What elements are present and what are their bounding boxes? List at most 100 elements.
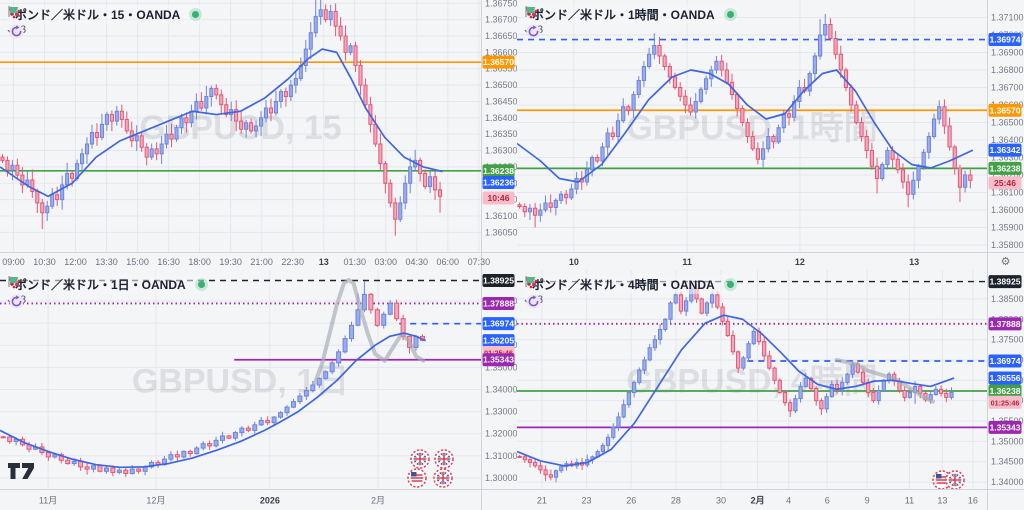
chart-canvas[interactable]: GBPUSD, 4時間1.385001.380001.375001.370001… bbox=[517, 270, 1024, 510]
svg-text:1.36450: 1.36450 bbox=[485, 96, 517, 106]
chart-panel-1d[interactable]: ポンド／米ドル・1日・OANDA 3 GBPUSD, 1日1.380001.37… bbox=[0, 270, 517, 510]
svg-text:1.38500: 1.38500 bbox=[991, 294, 1024, 304]
svg-text:1.36205: 1.36205 bbox=[483, 336, 514, 346]
svg-text:1.38925: 1.38925 bbox=[989, 277, 1020, 287]
moving-average-line[interactable] bbox=[517, 69, 974, 183]
economic-event-flag-icons[interactable] bbox=[407, 449, 454, 488]
svg-text:10:46: 10:46 bbox=[488, 193, 510, 203]
symbol-title[interactable]: ポンド／米ドル・15・OANDA bbox=[15, 8, 181, 22]
time-axis[interactable]: 10 11 12 13 bbox=[517, 252, 1024, 268]
grid-lines bbox=[0, 0, 481, 252]
chart-canvas[interactable]: GBPUSD, 1時間1.371001.370001.369001.368001… bbox=[517, 0, 1024, 270]
svg-text:07:30: 07:30 bbox=[468, 257, 491, 267]
svg-text:1.35343: 1.35343 bbox=[483, 355, 514, 365]
svg-text:23: 23 bbox=[582, 496, 592, 506]
svg-text:6: 6 bbox=[825, 496, 830, 506]
svg-text:06:00: 06:00 bbox=[437, 257, 460, 267]
svg-text:2月: 2月 bbox=[751, 496, 765, 506]
symbol-title[interactable]: ポンド／米ドル・1日・OANDA bbox=[15, 278, 186, 292]
market-status-icon[interactable] bbox=[197, 281, 205, 288]
candlestick-series bbox=[0, 281, 425, 477]
moving-average-line[interactable] bbox=[0, 332, 427, 469]
symbol-watermark: GBPUSD, 4時間 bbox=[626, 363, 877, 401]
svg-text:1.36400: 1.36400 bbox=[991, 135, 1024, 145]
svg-text:30: 30 bbox=[716, 496, 726, 506]
svg-text:1.36700: 1.36700 bbox=[991, 83, 1024, 93]
price-badges: 1.36974 1.36570 1.36342 1.36238 25:46 bbox=[988, 33, 1022, 190]
svg-text:16:30: 16:30 bbox=[157, 257, 180, 267]
time-axis[interactable]: 21 23 26 28 30 2月 4 6 9 11 13 16 bbox=[517, 489, 1024, 506]
svg-text:10: 10 bbox=[569, 257, 579, 267]
svg-text:1.36974: 1.36974 bbox=[989, 35, 1020, 45]
chart-settings-gear-icon[interactable]: ⚙ bbox=[1001, 256, 1011, 268]
svg-text:1.36236: 1.36236 bbox=[483, 177, 514, 187]
svg-text:18:00: 18:00 bbox=[188, 257, 211, 267]
svg-text:2026: 2026 bbox=[260, 496, 280, 506]
moving-average-line[interactable] bbox=[0, 48, 443, 198]
svg-text:1.36500: 1.36500 bbox=[991, 118, 1024, 128]
chart-canvas[interactable]: GBPUSD, 151.367501.367001.366501.366001.… bbox=[0, 0, 517, 270]
time-axis[interactable]: 11月 12月 2026 2月 bbox=[0, 489, 517, 506]
symbol-title[interactable]: ポンド／米ドル・1時間・OANDA bbox=[532, 8, 715, 22]
svg-text:13: 13 bbox=[909, 257, 919, 267]
svg-text:1.34000: 1.34000 bbox=[991, 477, 1024, 487]
svg-text:03:00: 03:00 bbox=[374, 257, 397, 267]
svg-text:1.36900: 1.36900 bbox=[991, 48, 1024, 58]
svg-text:25:46: 25:46 bbox=[994, 178, 1016, 188]
svg-text:1.36570: 1.36570 bbox=[483, 57, 514, 67]
svg-text:1.31000: 1.31000 bbox=[485, 451, 517, 461]
svg-text:1.36200: 1.36200 bbox=[991, 170, 1024, 180]
svg-text:01:25:46: 01:25:46 bbox=[484, 349, 513, 358]
market-status-icon[interactable] bbox=[726, 281, 734, 288]
svg-text:26: 26 bbox=[626, 496, 636, 506]
svg-text:4: 4 bbox=[786, 496, 791, 506]
svg-text:1.36342: 1.36342 bbox=[989, 145, 1020, 155]
svg-text:1.36050: 1.36050 bbox=[485, 227, 517, 237]
svg-text:10:30: 10:30 bbox=[33, 257, 56, 267]
svg-text:13:30: 13:30 bbox=[95, 257, 118, 267]
market-status-icon[interactable] bbox=[192, 11, 200, 18]
chart-panel-4h[interactable]: ポンド／米ドル・4時間・OANDA 3 GBPUSD, 4時間1.385001.… bbox=[517, 270, 1024, 510]
brush-drawing[interactable] bbox=[313, 277, 426, 385]
symbol-title[interactable]: ポンド／米ドル・4時間・OANDA bbox=[532, 278, 715, 292]
svg-text:21:00: 21:00 bbox=[250, 257, 273, 267]
chart-legend: ポンド／米ドル・4時間・OANDA bbox=[524, 275, 737, 294]
svg-text:1.36400: 1.36400 bbox=[485, 113, 517, 123]
svg-text:12:00: 12:00 bbox=[64, 257, 87, 267]
svg-text:1.36350: 1.36350 bbox=[485, 129, 517, 139]
svg-text:1.36100: 1.36100 bbox=[485, 211, 517, 221]
tradingview-logo[interactable] bbox=[8, 463, 34, 479]
svg-text:01:25:46: 01:25:46 bbox=[991, 398, 1020, 407]
time-axis[interactable]: 09:00 10:30 12:00 13:30 15:00 16:30 18:00 19:30… bbox=[0, 252, 517, 268]
svg-text:12月: 12月 bbox=[146, 496, 165, 506]
price-axis[interactable]: 1.367501.367001.366501.366001.365501.365… bbox=[481, 0, 517, 270]
svg-text:1.36974: 1.36974 bbox=[483, 319, 514, 329]
market-status-icon[interactable] bbox=[726, 11, 734, 18]
moving-average-line[interactable] bbox=[517, 314, 955, 467]
candlestick-series bbox=[517, 281, 954, 483]
chart-panel-1h[interactable]: ポンド／米ドル・1時間・OANDA 3 GBPUSD, 1時間1.371001.… bbox=[517, 0, 1024, 270]
candlestick-series bbox=[0, 0, 443, 236]
svg-text:21: 21 bbox=[537, 496, 547, 506]
grid-lines bbox=[517, 0, 987, 252]
horizontal-line-drawings[interactable] bbox=[0, 61, 481, 172]
svg-text:1.35343: 1.35343 bbox=[989, 422, 1020, 432]
svg-text:1.37888: 1.37888 bbox=[483, 298, 514, 308]
svg-text:1.36974: 1.36974 bbox=[989, 356, 1020, 366]
brush-drawing[interactable] bbox=[834, 357, 935, 404]
svg-text:1.36500: 1.36500 bbox=[485, 80, 517, 90]
chart-panel-15m[interactable]: ポンド／米ドル・15・OANDA 3 GBPUSD, 151.367501.36… bbox=[0, 0, 517, 270]
svg-text:28: 28 bbox=[671, 496, 681, 506]
chart-legend: ポンド／米ドル・1時間・OANDA bbox=[524, 5, 737, 24]
svg-text:2月: 2月 bbox=[371, 496, 385, 506]
svg-text:1.33000: 1.33000 bbox=[485, 407, 517, 417]
svg-text:13: 13 bbox=[937, 496, 947, 506]
chart-canvas[interactable]: GBPUSD, 1日1.380001.370001.360001.350001.… bbox=[0, 270, 517, 510]
chart-legend: ポンド／米ドル・15・OANDA bbox=[7, 5, 203, 24]
economic-event-flag-icons[interactable] bbox=[932, 470, 965, 490]
svg-text:9: 9 bbox=[865, 496, 870, 506]
grid-lines bbox=[517, 270, 987, 489]
chart-legend: ポンド／米ドル・1日・OANDA bbox=[7, 275, 208, 294]
svg-text:1.30000: 1.30000 bbox=[485, 473, 517, 483]
